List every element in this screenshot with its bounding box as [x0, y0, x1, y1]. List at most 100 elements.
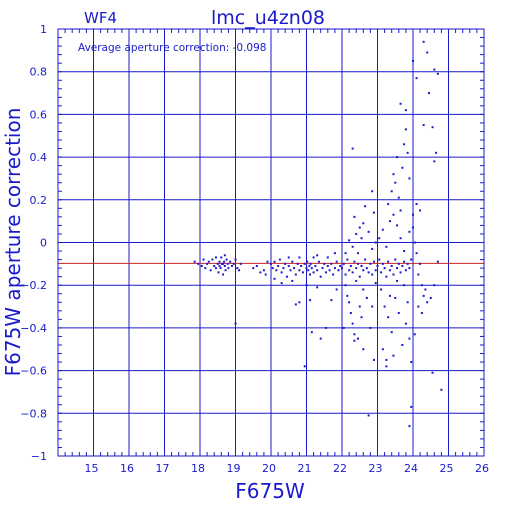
- data-point: [433, 284, 436, 287]
- data-point: [381, 348, 384, 351]
- data-point: [383, 305, 386, 308]
- data-point: [365, 297, 368, 300]
- data-point: [372, 358, 375, 361]
- y-tick-label: 0: [40, 237, 47, 250]
- data-point: [202, 258, 205, 261]
- data-point: [216, 262, 219, 265]
- data-point: [333, 267, 336, 270]
- data-point: [422, 40, 425, 43]
- data-point: [325, 271, 328, 274]
- data-point: [223, 254, 226, 257]
- data-point: [234, 258, 237, 261]
- data-point: [200, 264, 203, 267]
- data-point: [385, 365, 388, 368]
- data-point: [232, 262, 235, 265]
- data-point: [426, 51, 429, 54]
- data-point: [335, 288, 338, 291]
- data-point: [342, 262, 345, 265]
- data-point: [197, 262, 200, 265]
- data-point: [380, 288, 383, 291]
- data-point: [312, 256, 315, 259]
- data-point: [394, 297, 397, 300]
- chart-title: lmc_u4zn08: [211, 7, 325, 29]
- data-point: [433, 68, 436, 71]
- data-point: [255, 264, 258, 267]
- data-point: [374, 241, 377, 244]
- data-point: [266, 260, 269, 263]
- data-point: [360, 237, 363, 240]
- plot-frame: [57, 28, 485, 457]
- data-point: [412, 213, 414, 216]
- data-points: [193, 40, 443, 428]
- data-point: [399, 237, 402, 240]
- data-point: [221, 262, 224, 265]
- data-point: [349, 264, 352, 267]
- chip-label: WF4: [84, 9, 117, 27]
- data-point: [358, 305, 361, 308]
- data-point: [211, 258, 214, 261]
- data-point: [404, 269, 407, 272]
- data-point: [390, 264, 393, 267]
- data-point: [193, 260, 196, 263]
- data-point: [348, 239, 351, 242]
- data-point: [222, 273, 225, 276]
- data-point: [360, 316, 363, 319]
- data-point: [390, 190, 393, 193]
- data-point: [399, 102, 402, 105]
- x-tick-label: 16: [120, 462, 134, 475]
- data-point: [326, 264, 329, 267]
- data-point: [396, 267, 399, 270]
- data-point: [415, 77, 418, 80]
- data-point: [339, 264, 342, 267]
- data-point: [207, 260, 210, 263]
- data-point: [396, 156, 399, 159]
- data-point: [226, 262, 229, 265]
- data-point: [410, 361, 413, 364]
- data-point: [399, 209, 402, 212]
- y-tick-label: 0.6: [30, 108, 48, 121]
- data-point: [353, 215, 356, 218]
- data-point: [316, 254, 319, 257]
- data-point: [435, 151, 438, 154]
- data-point: [367, 414, 370, 417]
- data-point: [227, 267, 230, 270]
- data-point: [417, 273, 420, 276]
- data-point: [238, 269, 241, 272]
- data-point: [220, 256, 223, 259]
- data-point: [358, 226, 361, 229]
- x-tick-label: 19: [227, 462, 241, 475]
- y-tick-label: −1: [31, 450, 47, 463]
- data-point: [344, 284, 347, 287]
- data-point: [307, 269, 310, 272]
- data-point: [394, 181, 397, 184]
- data-point: [284, 262, 287, 265]
- data-point: [346, 258, 349, 261]
- data-point: [364, 258, 367, 261]
- data-point: [362, 348, 365, 351]
- data-point: [436, 72, 439, 75]
- data-point: [298, 256, 301, 259]
- y-tick-label: −0.4: [20, 322, 47, 335]
- data-point: [280, 271, 283, 274]
- data-point: [230, 264, 233, 267]
- data-point: [392, 354, 395, 357]
- data-point: [415, 203, 418, 206]
- data-point: [325, 326, 328, 329]
- data-point: [222, 262, 225, 265]
- data-point: [397, 196, 400, 199]
- data-point: [433, 160, 436, 163]
- data-point: [404, 109, 407, 112]
- data-point: [217, 271, 220, 274]
- data-point: [348, 301, 351, 304]
- data-point: [306, 260, 309, 263]
- data-point: [410, 258, 413, 261]
- data-point: [392, 273, 395, 276]
- data-point: [303, 365, 306, 368]
- data-point: [219, 267, 222, 270]
- average-correction-annotation: Average aperture correction: -0.098: [78, 42, 266, 54]
- data-point: [415, 252, 418, 255]
- data-point: [381, 262, 384, 265]
- data-point: [412, 60, 414, 63]
- data-point: [277, 264, 280, 267]
- data-point: [422, 294, 425, 297]
